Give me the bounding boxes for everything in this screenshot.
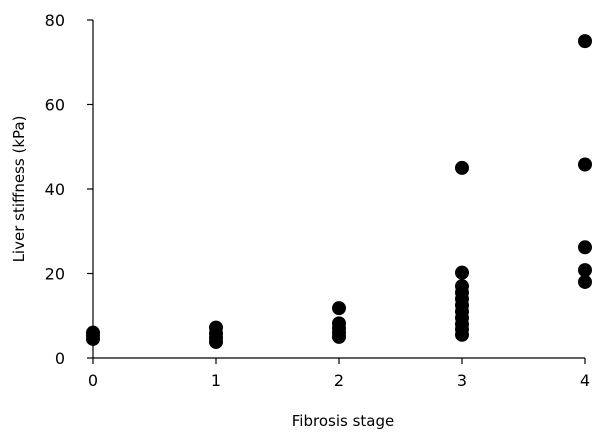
x-tick-label-3: 3 [457, 371, 467, 390]
y-ticks: 0 20 40 60 80 [45, 11, 93, 368]
data-point [332, 316, 346, 331]
data-point [455, 160, 469, 175]
y-tick-label-40: 40 [45, 180, 65, 199]
data-point [578, 274, 592, 289]
data-point [86, 325, 100, 340]
x-axis-title: Fibrosis stage [292, 412, 394, 430]
x-tick-label-0: 0 [88, 371, 98, 390]
y-tick-label-60: 60 [45, 96, 65, 115]
data-point [578, 157, 592, 172]
data-point [209, 320, 223, 335]
data-point [578, 240, 592, 255]
data-point [578, 34, 592, 49]
y-tick-label-0: 0 [55, 349, 65, 368]
x-tick-label-4: 4 [580, 371, 590, 390]
x-ticks: 0 1 2 3 4 [88, 358, 590, 390]
data-points [86, 34, 592, 349]
y-axis-title: Liver stiffness (kPa) [10, 116, 28, 263]
data-point [455, 279, 469, 294]
data-point [578, 263, 592, 278]
y-tick-label-80: 80 [45, 11, 65, 30]
data-point [455, 265, 469, 280]
x-tick-label-2: 2 [334, 371, 344, 390]
y-tick-label-20: 20 [45, 265, 65, 284]
x-tick-label-1: 1 [211, 371, 221, 390]
data-point [332, 301, 346, 316]
